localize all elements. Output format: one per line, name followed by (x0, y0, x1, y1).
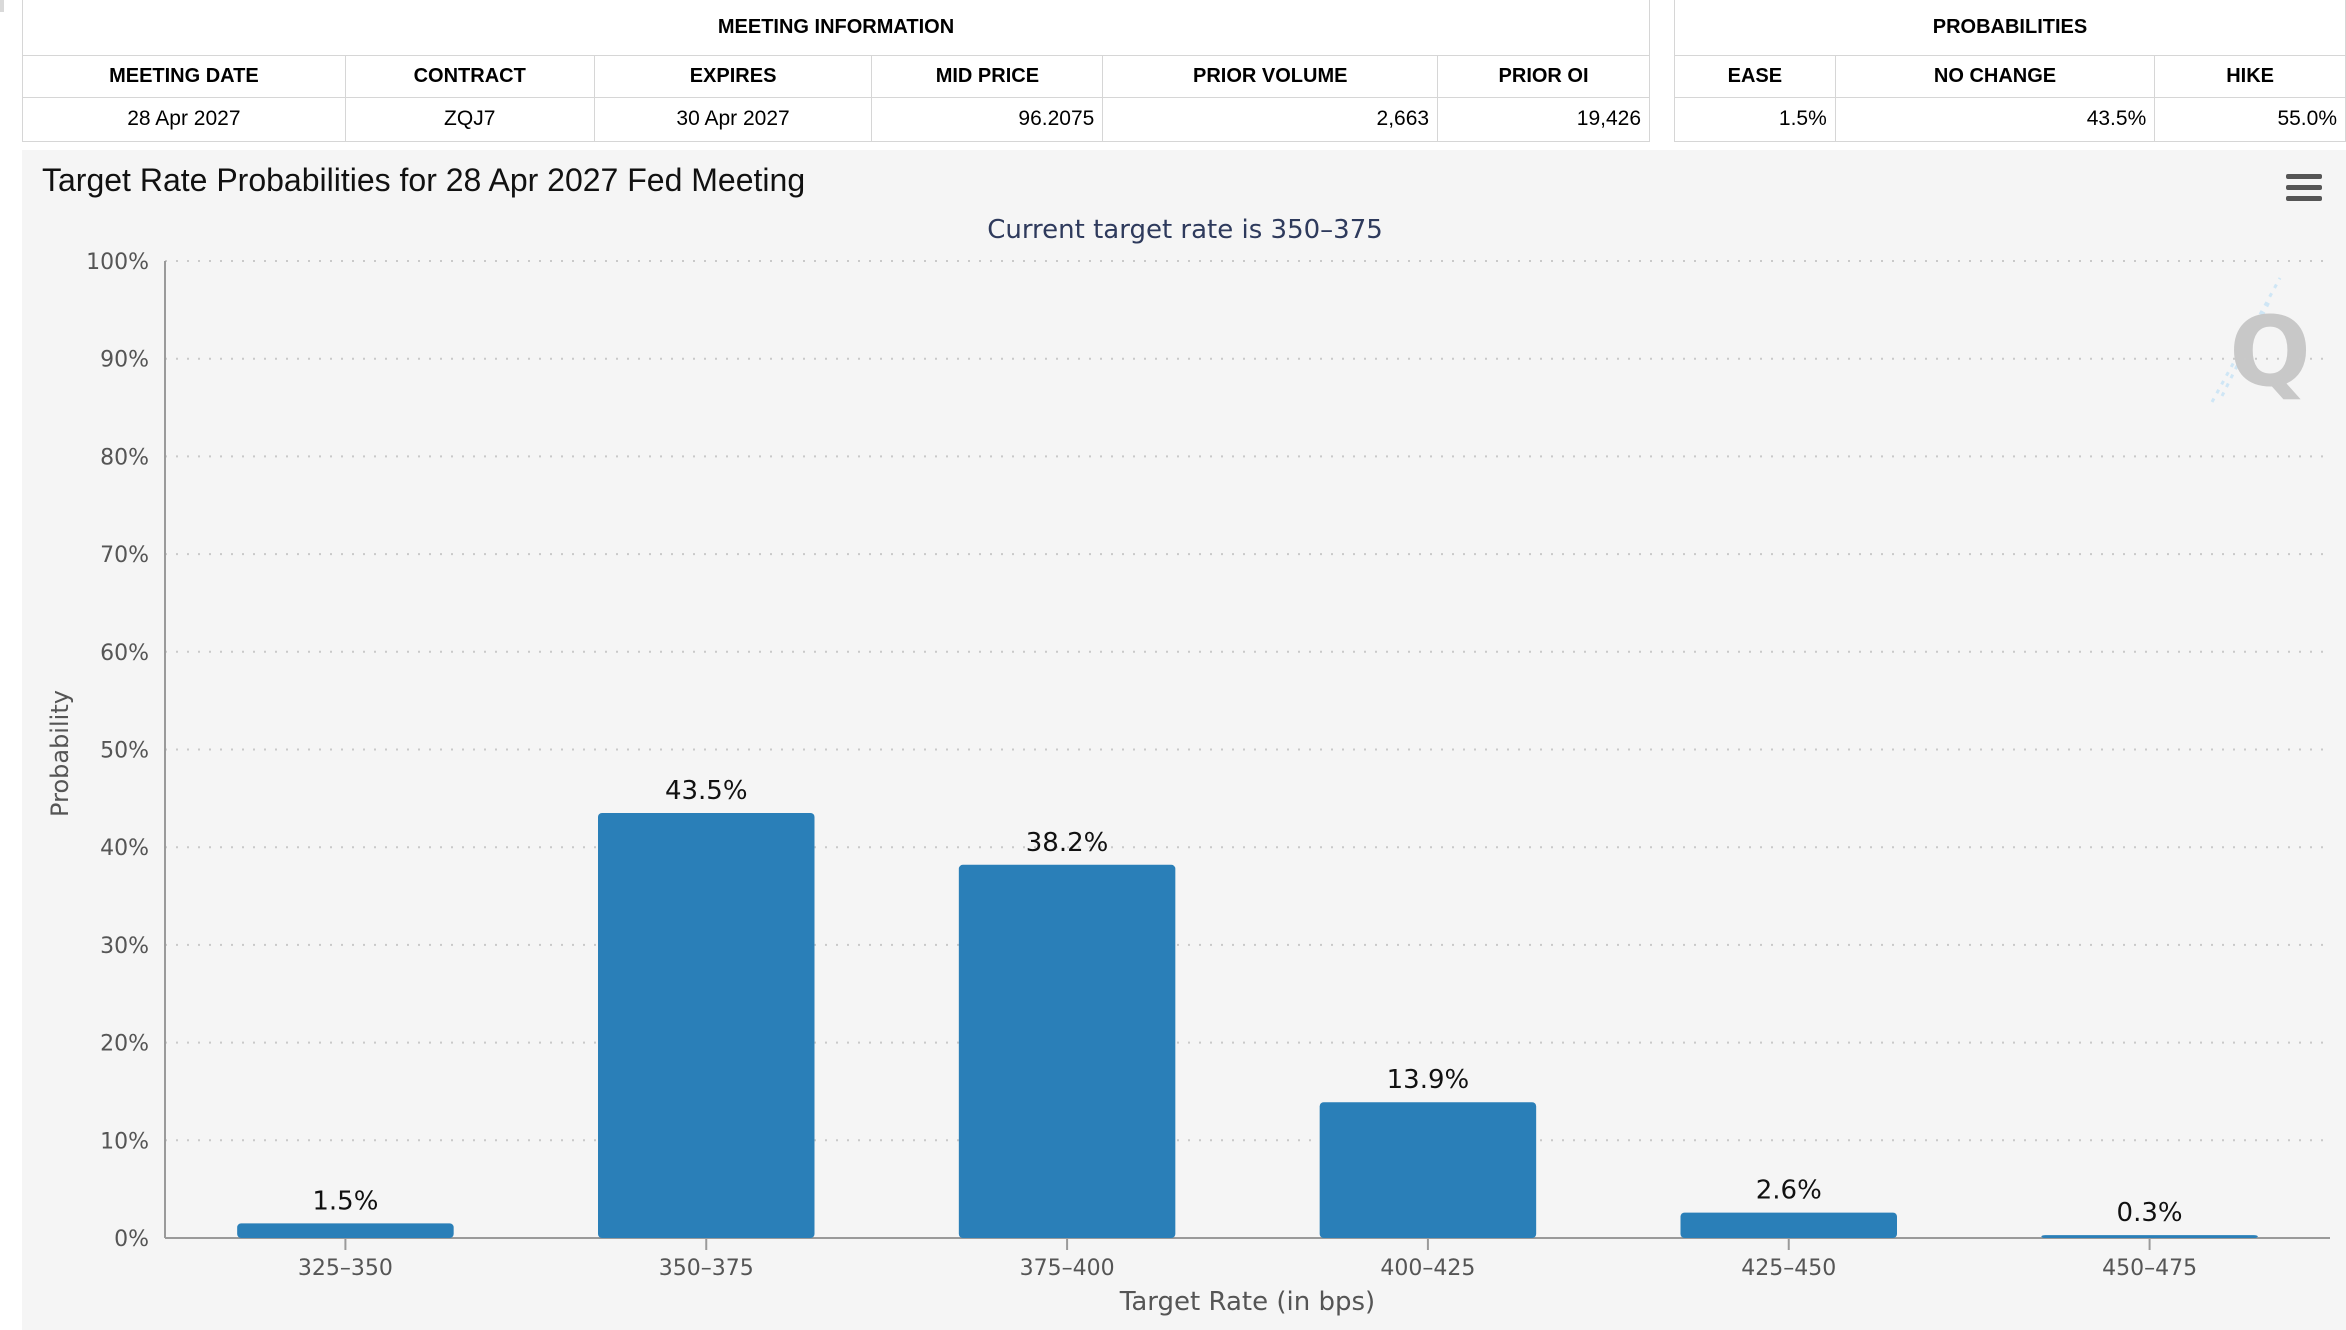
prior-oi-cell: 19,426 (1437, 96, 1650, 142)
y-tick-label: 20% (100, 1032, 149, 1057)
col-hike: HIKE (2154, 54, 2346, 98)
x-tick-label: 400–425 (1380, 1256, 1475, 1281)
hike-cell: 55.0% (2154, 96, 2346, 142)
bar-data-label: 13.9% (1387, 1065, 1470, 1095)
y-tick-label: 30% (100, 934, 149, 959)
y-tick-label: 10% (100, 1129, 149, 1154)
y-tick-label: 80% (100, 445, 149, 470)
bar-data-label: 38.2% (1026, 828, 1109, 858)
chart-subtitle: Current target rate is 350–375 (987, 215, 1383, 245)
x-tick-label: 425–450 (1741, 1256, 1836, 1281)
corner-mark (0, 0, 4, 12)
bar-data-label: 2.6% (1756, 1176, 1822, 1206)
y-tick-label: 90% (100, 348, 149, 373)
col-contract: CONTRACT (344, 54, 595, 98)
x-axis-ticks: 325–350 350–375 375–400 400–425 425–450 450–4… (298, 1238, 2197, 1281)
x-tick-label: 375–400 (1020, 1256, 1115, 1281)
col-no-change: NO CHANGE (1834, 54, 2156, 98)
no-change-cell: 43.5% (1834, 96, 2156, 142)
contract-cell: ZQJ7 (344, 96, 595, 142)
svg-text:Q: Q (2229, 296, 2311, 408)
chart-title: Target Rate Probabilities for 28 Apr 202… (42, 162, 806, 198)
x-tick-label: 350–375 (659, 1256, 754, 1281)
mid-price-cell: 96.2075 (871, 96, 1104, 142)
bar-data-label: 43.5% (665, 776, 748, 806)
bar-data-label: 0.3% (2117, 1198, 2183, 1228)
prior-volume-cell: 2,663 (1102, 96, 1439, 142)
meeting-date-cell: 28 Apr 2027 (22, 96, 346, 142)
x-tick-label: 325–350 (298, 1256, 393, 1281)
x-axis-label: Target Rate (in bps) (1119, 1287, 1375, 1317)
y-tick-label: 40% (100, 836, 149, 861)
y-tick-label: 60% (100, 641, 149, 666)
probabilities-table: PROBABILITIES EASE NO CHANGE HIKE 1.5% 4… (1674, 0, 2346, 142)
bar-data-label: 1.5% (312, 1186, 378, 1216)
expires-cell: 30 Apr 2027 (593, 96, 873, 142)
bar[interactable] (1319, 1102, 1537, 1238)
meeting-information-heading: MEETING INFORMATION (22, 0, 1650, 56)
watermark-logo-icon: Q (2210, 277, 2311, 408)
col-prior-oi: PRIOR OI (1437, 54, 1650, 98)
bar[interactable] (237, 1223, 454, 1238)
y-tick-label: 100% (86, 250, 149, 275)
bar[interactable] (2041, 1235, 2258, 1238)
bar[interactable] (1680, 1212, 1898, 1238)
bar-series: 1.5% 43.5% 38.2% 13.9% 2.6% 0.3% (237, 776, 2258, 1238)
y-tick-label: 50% (100, 739, 149, 764)
chart-panel (22, 150, 2346, 1330)
col-mid-price: MID PRICE (871, 54, 1104, 98)
ease-cell: 1.5% (1674, 96, 1836, 142)
bar[interactable] (958, 864, 1176, 1238)
bar[interactable] (598, 813, 815, 1238)
y-tick-label: 70% (100, 543, 149, 568)
table-row: 28 Apr 2027 ZQJ7 30 Apr 2027 96.2075 2,6… (22, 96, 1650, 142)
y-axis-label: Probability (46, 690, 74, 817)
y-tick-label: 0% (114, 1227, 149, 1252)
meeting-information-table: MEETING INFORMATION MEETING DATE CONTRAC… (22, 0, 1650, 142)
hamburger-menu-icon[interactable] (2286, 174, 2322, 202)
grid-lines (165, 260, 2330, 1142)
probabilities-heading: PROBABILITIES (1674, 0, 2346, 56)
col-ease: EASE (1674, 54, 1836, 98)
col-meeting-date: MEETING DATE (22, 54, 346, 98)
x-tick-label: 450–475 (2102, 1256, 2197, 1281)
table-row: 1.5% 43.5% 55.0% (1674, 96, 2346, 142)
col-prior-volume: PRIOR VOLUME (1102, 54, 1439, 98)
y-axis-ticks: 0% 10% 20% 30% 40% 50% 60% 70% 80% 90% 100% (86, 250, 149, 1252)
